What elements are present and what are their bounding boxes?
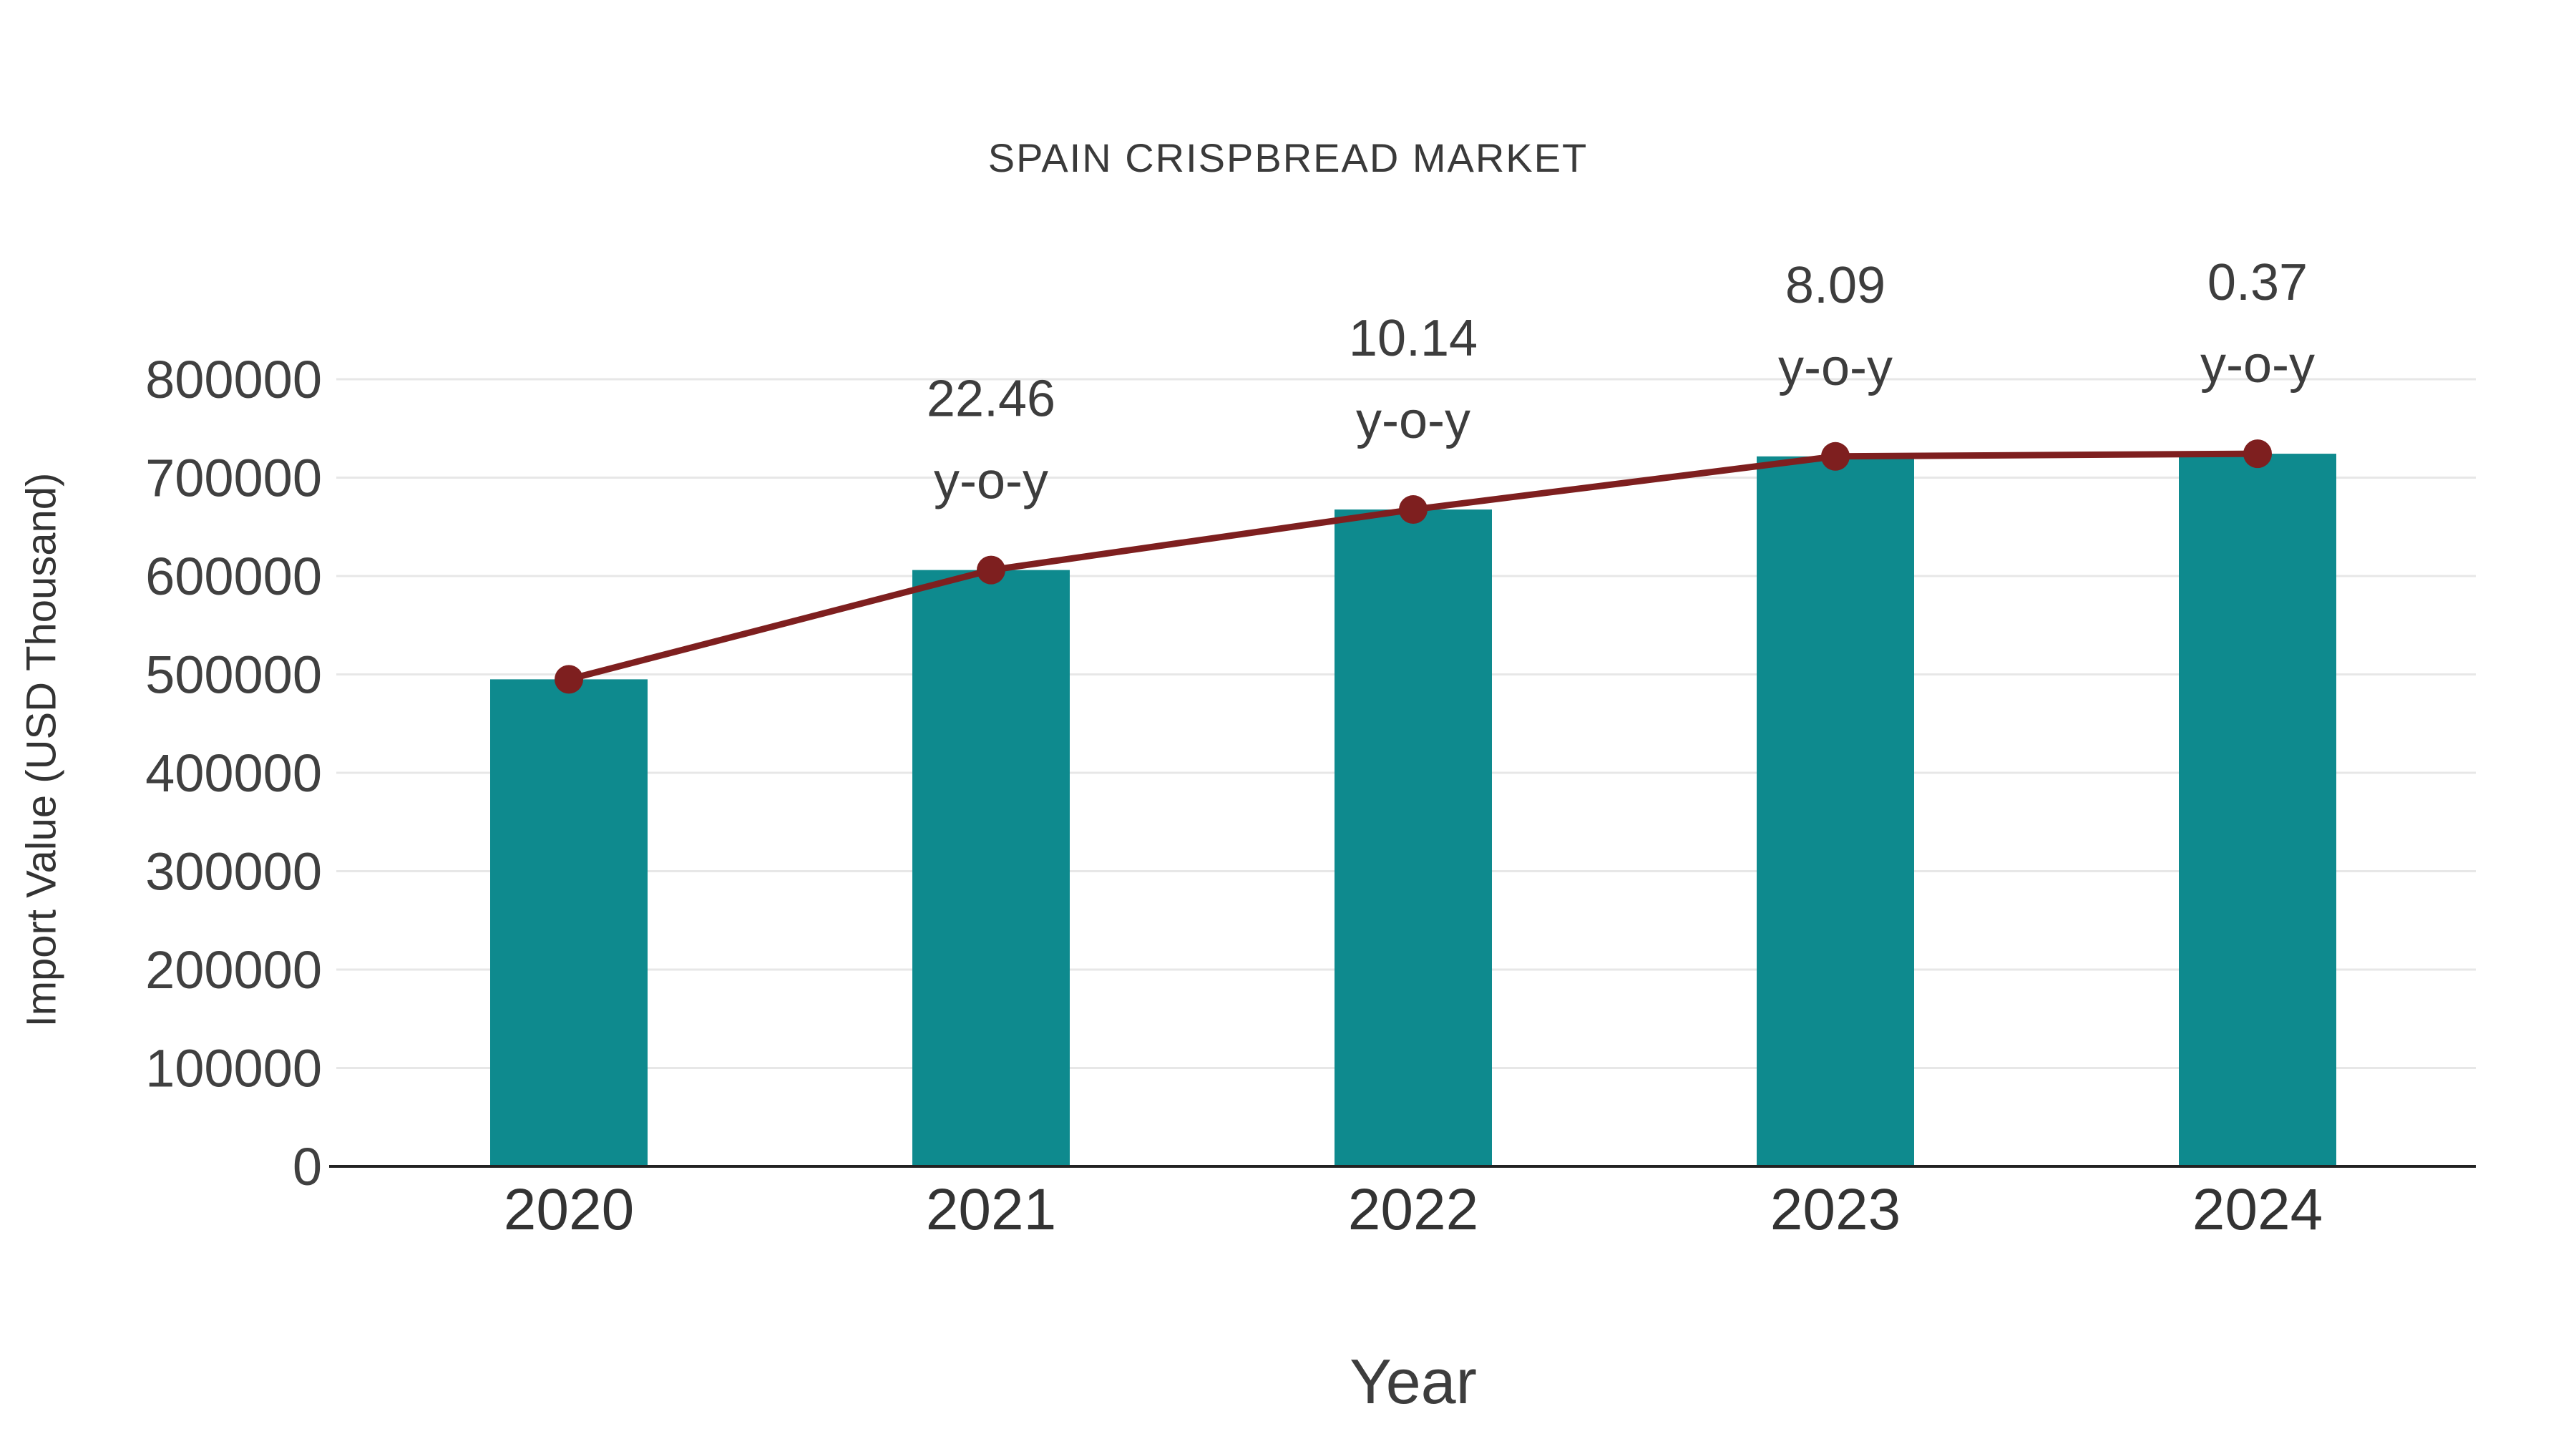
y-tick-label: 0: [293, 1137, 322, 1196]
annotation-yoy-label: y-o-y: [934, 453, 1048, 510]
y-tick-label: 100000: [145, 1039, 322, 1098]
x-axis-title: Year: [1350, 1346, 1477, 1417]
data-point-marker: [977, 555, 1005, 585]
y-tick-label: 600000: [145, 547, 322, 606]
bar: [1757, 456, 1914, 1166]
x-tick-label: 2023: [1770, 1177, 1901, 1242]
annotation-value: 10.14: [1349, 310, 1478, 367]
x-tick-label: 2022: [1348, 1177, 1478, 1242]
y-tick-label: 400000: [145, 743, 322, 803]
annotation-value: 8.09: [1785, 257, 1885, 314]
bar: [490, 679, 648, 1166]
data-point-marker: [1821, 441, 1850, 471]
annotation-yoy-label: y-o-y: [2200, 336, 2315, 394]
annotation-value: 0.37: [2207, 254, 2308, 311]
y-tick-label: 700000: [145, 449, 322, 508]
data-point-marker: [2243, 439, 2272, 469]
data-point-marker: [1399, 495, 1428, 525]
y-tick-label: 500000: [145, 645, 322, 705]
bar: [912, 570, 1070, 1166]
annotation-value: 22.46: [927, 371, 1055, 428]
x-tick-label: 2021: [926, 1177, 1056, 1242]
annotation-yoy-label: y-o-y: [1356, 392, 1470, 449]
bar: [2179, 454, 2336, 1166]
x-tick-label: 2020: [504, 1177, 634, 1242]
chart-title: SPAIN CRISPBREAD MARKET: [987, 135, 1589, 180]
data-point-marker: [555, 665, 583, 694]
x-tick-label: 2024: [2192, 1177, 2323, 1242]
y-tick-label: 300000: [145, 842, 322, 902]
annotation-yoy-label: y-o-y: [1778, 339, 1893, 396]
bar: [1335, 509, 1492, 1166]
y-tick-label: 800000: [145, 350, 322, 409]
y-tick-label: 200000: [145, 940, 322, 1000]
